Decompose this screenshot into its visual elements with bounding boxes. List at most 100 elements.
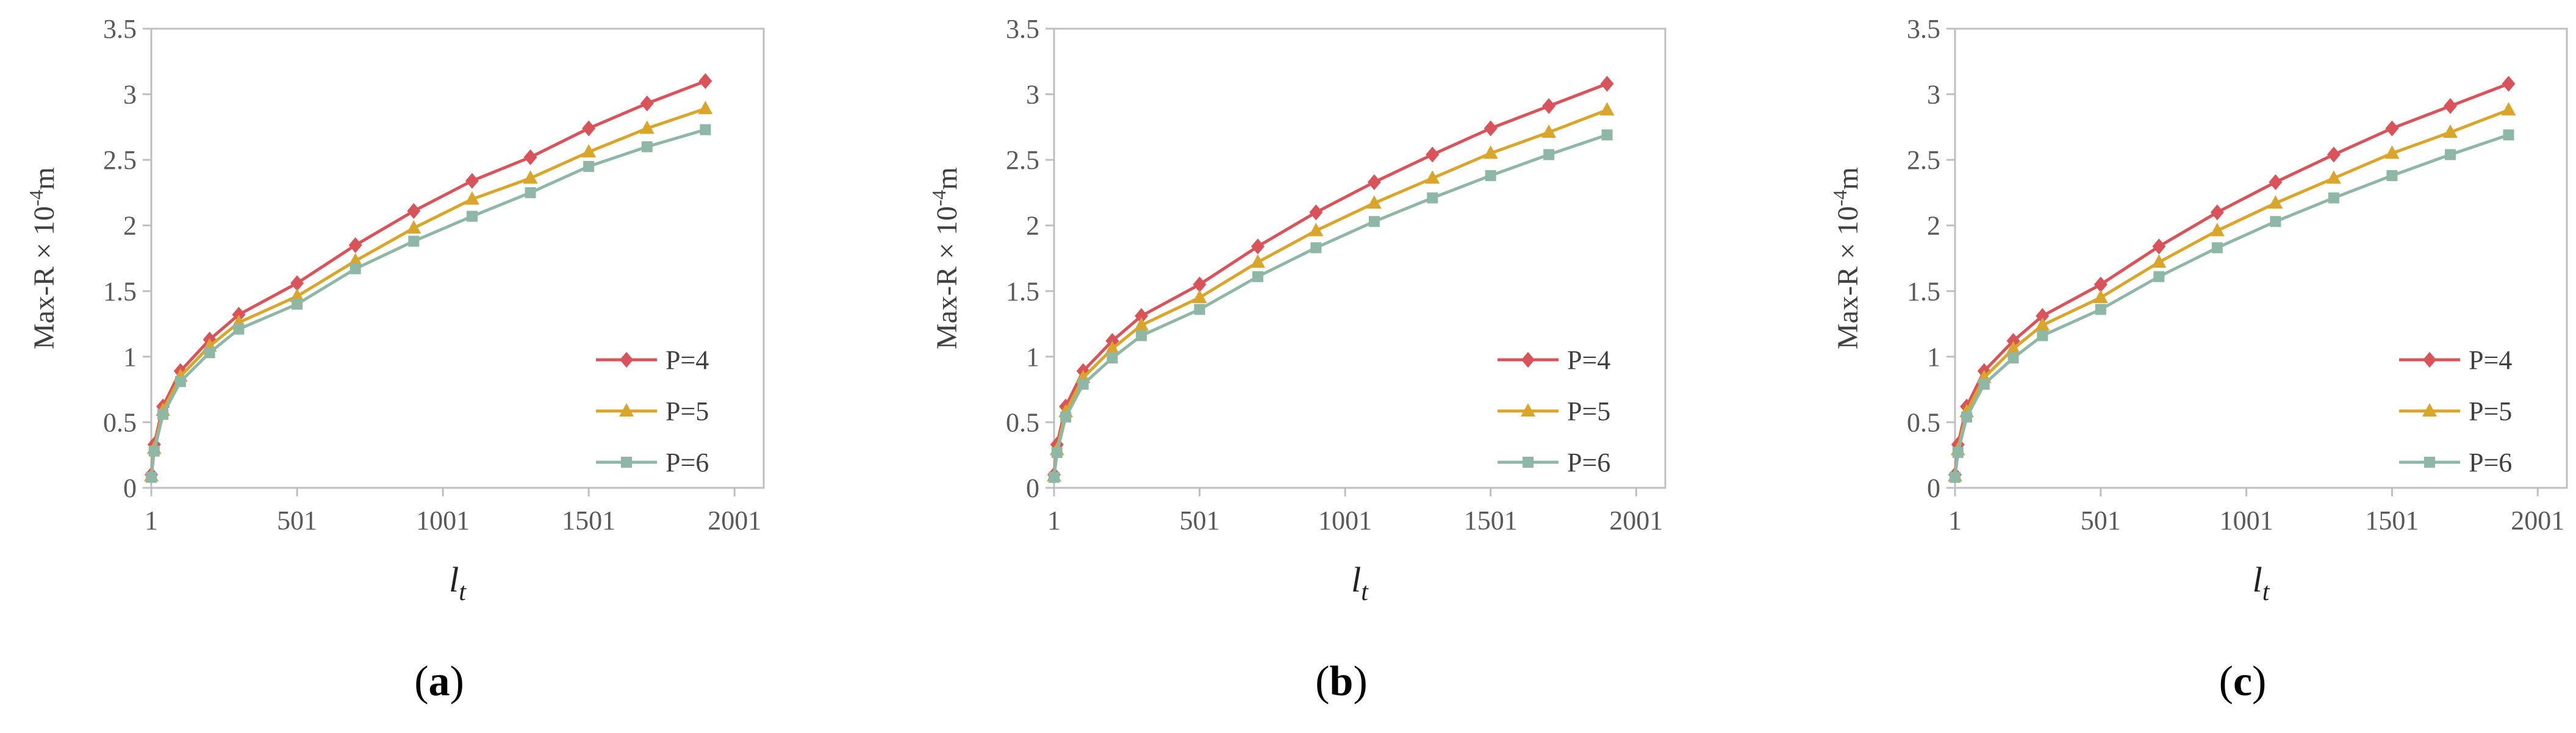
- series-P=4: [1948, 76, 2516, 483]
- data-point: [466, 210, 478, 222]
- data-point: [2210, 204, 2224, 221]
- series-P=4: [1047, 76, 1614, 483]
- data-point: [2152, 238, 2166, 255]
- x-axis-label-subscript: t: [2262, 578, 2270, 606]
- y-tick-label: 0: [123, 473, 137, 503]
- y-tick-label: 3: [1026, 80, 1039, 110]
- series-P=6: [146, 124, 711, 483]
- x-tick-label: 2001: [1609, 506, 1663, 535]
- caption-open-paren: (: [414, 658, 428, 705]
- data-point: [2151, 254, 2167, 268]
- panel-caption: (b): [1315, 658, 1368, 705]
- data-point: [204, 347, 215, 359]
- y-axis-label-main: Max-R × 10: [931, 206, 963, 349]
- legend-marker: [2422, 403, 2437, 417]
- series-line: [149, 107, 706, 476]
- data-point: [1599, 102, 1615, 116]
- y-tick-label: 0: [1026, 473, 1039, 503]
- x-tick-label: 501: [1180, 506, 1220, 535]
- data-point: [2386, 170, 2398, 181]
- data-point: [2036, 308, 2050, 324]
- data-point: [698, 73, 712, 90]
- series-line: [149, 128, 706, 478]
- data-point: [1484, 120, 1498, 137]
- data-point: [2327, 146, 2341, 163]
- x-tick-label: 501: [2081, 506, 2121, 535]
- data-point: [1194, 304, 1205, 315]
- y-axis-label-main: Max-R × 10: [28, 206, 60, 349]
- data-point: [641, 141, 653, 152]
- caption-close-paren: ): [450, 658, 464, 705]
- legend-label: P=5: [2469, 396, 2512, 426]
- y-axis-label-main: Max-R × 10: [1832, 206, 1864, 349]
- data-point: [1485, 170, 1496, 181]
- series-P=5: [1047, 102, 1615, 482]
- data-point: [2444, 149, 2456, 160]
- x-tick-label: 1: [145, 506, 158, 535]
- plot-frame: [150, 27, 765, 489]
- data-point: [2269, 174, 2283, 190]
- y-axis-label: Max-R × 10-4m: [1829, 167, 1864, 349]
- y-tick-label: 2.5: [103, 145, 137, 175]
- data-point: [350, 263, 361, 274]
- data-point: [348, 237, 362, 253]
- data-point: [523, 170, 538, 184]
- legend-label: P=4: [666, 345, 709, 375]
- data-point: [408, 235, 420, 247]
- caption-letter: b: [1330, 658, 1354, 705]
- data-point: [1368, 216, 1380, 227]
- y-tick-label: 0: [1927, 473, 1940, 503]
- y-tick-label: 1.5: [1907, 276, 1940, 306]
- data-point: [2501, 102, 2516, 116]
- data-point: [2093, 276, 2108, 293]
- data-point: [146, 471, 157, 483]
- legend-marker: [619, 403, 634, 417]
- data-point: [1105, 340, 1120, 354]
- x-tick-label: 2001: [708, 506, 761, 535]
- data-point: [1308, 223, 1324, 237]
- panel-caption: (c): [2219, 658, 2267, 705]
- legend: P=4 P=5 P=6: [596, 345, 709, 477]
- data-point: [581, 144, 597, 158]
- data-point: [1192, 290, 1207, 304]
- y-tick-label: 2: [123, 211, 137, 241]
- data-point: [1600, 76, 1614, 92]
- data-point: [700, 124, 711, 135]
- data-point: [1051, 446, 1063, 458]
- data-point: [1366, 195, 1382, 209]
- x-tick-label: 1: [1047, 506, 1061, 535]
- legend-marker: [1521, 352, 1535, 368]
- legend-marker: [1523, 457, 1534, 468]
- data-point: [2093, 290, 2108, 304]
- caption-letter: c: [2233, 658, 2252, 705]
- data-point: [640, 95, 654, 112]
- caption-close-paren: ): [2252, 658, 2266, 705]
- x-tick-label: 1501: [1464, 506, 1518, 535]
- data-point: [2270, 216, 2281, 227]
- series-line: [1052, 82, 1608, 475]
- data-point: [407, 203, 421, 220]
- plot-frame: [1954, 27, 2568, 489]
- data-point: [290, 275, 304, 291]
- data-point: [1483, 145, 1498, 159]
- series-P=6: [1049, 129, 1613, 483]
- y-tick-label: 0.5: [103, 407, 137, 437]
- legend: P=4 P=5 P=6: [2399, 345, 2512, 477]
- series-P=5: [1948, 102, 2516, 482]
- series-line: [1052, 109, 1608, 476]
- y-tick-label: 3: [1927, 80, 1940, 110]
- legend-label: P=5: [666, 396, 709, 426]
- data-point: [639, 120, 655, 134]
- data-point: [2095, 304, 2106, 315]
- data-point: [1251, 238, 1265, 255]
- x-axis-label-subscript: t: [459, 578, 467, 606]
- data-point: [2211, 242, 2223, 254]
- data-point: [2037, 330, 2048, 341]
- data-point: [1542, 98, 1556, 114]
- data-point: [2328, 192, 2339, 204]
- legend: P=4 P=5 P=6: [1498, 345, 1610, 477]
- y-tick-label: 3: [123, 80, 137, 110]
- legend-label: P=6: [1567, 448, 1610, 477]
